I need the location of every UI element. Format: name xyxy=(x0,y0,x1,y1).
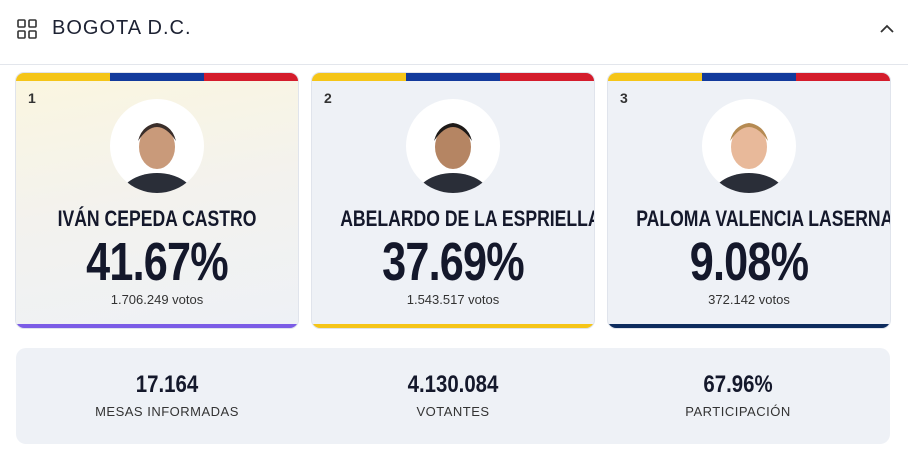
flag-band xyxy=(500,73,594,81)
candidate-card[interactable]: 2 ABELARDO DE LA ESPRIELLA 37.69% 1.543.517… xyxy=(312,73,594,328)
candidate-photo xyxy=(406,99,500,193)
rank: 1 xyxy=(28,90,36,106)
portrait xyxy=(416,123,490,193)
rank: 2 xyxy=(324,90,332,106)
flag-stripe xyxy=(312,73,594,81)
flag-band xyxy=(16,73,110,81)
flag-stripe xyxy=(608,73,890,81)
flag-band xyxy=(608,73,702,81)
stat-value: 67.96% xyxy=(703,371,773,398)
stat-label: MESAS INFORMADAS xyxy=(95,404,239,419)
card-accent xyxy=(608,324,890,328)
flag-band xyxy=(110,73,204,81)
stats-panel: 17.164 MESAS INFORMADAS 4.130.084 VOTANT… xyxy=(16,348,890,444)
region-title: BOGOTA D.C. xyxy=(52,17,192,39)
candidate-card[interactable]: 1 IVÁN CEPEDA CASTRO 41.67% 1.706.249 votos xyxy=(16,73,298,328)
vote-count: 1.706.249 votos xyxy=(110,292,204,307)
vote-percent: 37.69% xyxy=(382,232,525,292)
card-accent xyxy=(16,324,298,328)
vote-count: 1.543.517 votos xyxy=(406,292,500,307)
portrait xyxy=(120,123,194,193)
stat-value: 4.130.084 xyxy=(407,371,499,398)
stat-label: PARTICIPACIÓN xyxy=(685,404,791,419)
flag-stripe xyxy=(16,73,298,81)
card-accent xyxy=(312,324,594,328)
flag-band xyxy=(406,73,500,81)
vote-percent: 41.67% xyxy=(86,232,229,292)
candidate-photo xyxy=(702,99,796,193)
stat-label: VOTANTES xyxy=(416,404,490,419)
flag-band xyxy=(796,73,890,81)
vote-percent: 9.08% xyxy=(689,232,809,292)
header[interactable]: BOGOTA D.C. xyxy=(0,0,908,65)
candidate-photo xyxy=(110,99,204,193)
flag-band xyxy=(204,73,298,81)
flag-band xyxy=(702,73,796,81)
portrait xyxy=(712,123,786,193)
stat-value: 17.164 xyxy=(135,371,199,398)
rank: 3 xyxy=(620,90,628,106)
candidate-name: IVÁN CEPEDA CASTRO xyxy=(57,206,257,231)
candidate-card[interactable]: 3 PALOMA VALENCIA LASERNA 9.08% 372.142 vot… xyxy=(608,73,890,328)
candidate-name: PALOMA VALENCIA LASERNA xyxy=(636,206,890,231)
vote-count: 372.142 votos xyxy=(708,292,790,307)
grid-icon xyxy=(17,19,37,39)
candidate-name: ABELARDO DE LA ESPRIELLA xyxy=(340,206,594,231)
collapse-chevron[interactable] xyxy=(879,22,895,36)
flag-band xyxy=(312,73,406,81)
